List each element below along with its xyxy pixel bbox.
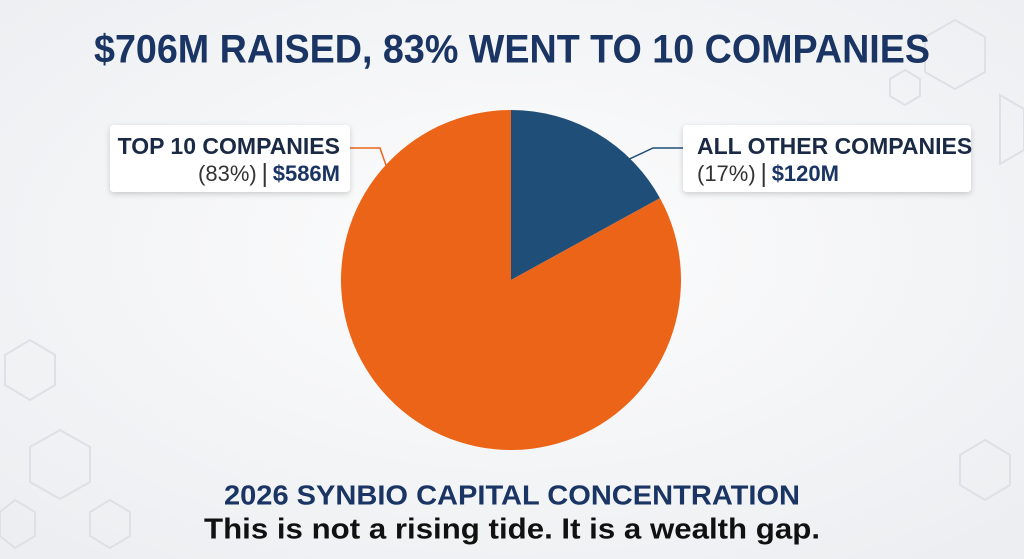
- label-box: [683, 125, 971, 192]
- value-label: (17%): [697, 161, 756, 186]
- slice-label: ALL OTHER COMPANIES: [697, 133, 972, 159]
- slice-label: TOP 10 COMPANIES: [118, 133, 340, 159]
- pie-slice: [511, 110, 660, 280]
- leader-dot: [561, 186, 568, 193]
- leader-dot: [454, 367, 461, 374]
- value-label: (83%): [198, 161, 257, 186]
- hex-decoration: [0, 18, 1024, 550]
- separator: [762, 163, 765, 187]
- leader-line: [564, 147, 683, 190]
- pie-slice: [341, 110, 681, 450]
- label-box: [110, 125, 350, 192]
- separator: [263, 163, 266, 187]
- amount-label: $120M: [772, 161, 839, 186]
- annotation: This is not a rising tide. It is a wealt…: [204, 514, 820, 546]
- subtitle: 2026 SYNBIO CAPITAL CONCENTRATION: [224, 479, 800, 510]
- chart-title: $706M RAISED, 83% WENT TO 10 COMPANIES: [94, 28, 930, 72]
- amount-label: $586M: [273, 161, 340, 186]
- leader-line: [350, 147, 459, 371]
